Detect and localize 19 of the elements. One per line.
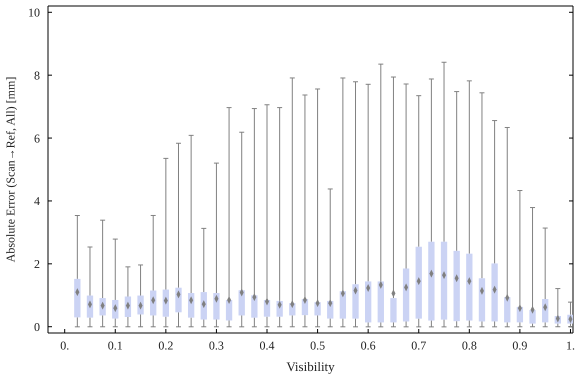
x-tick-label: 0.9 — [512, 338, 528, 353]
y-tick-label: 0 — [34, 320, 40, 334]
x-tick-label: 0.4 — [260, 338, 275, 353]
x-tick-label: 0.1 — [108, 338, 123, 353]
x-tick-label: 0.2 — [158, 338, 174, 353]
x-tick-label: 1. — [566, 338, 575, 353]
y-tick-label: 6 — [34, 131, 40, 146]
x-tick-label: 0.3 — [208, 338, 224, 353]
x-axis-title: Visibility — [286, 359, 336, 374]
x-tick-label: 0.5 — [310, 338, 326, 353]
x-tick-label: 0.7 — [411, 338, 426, 353]
y-tick-label: 4 — [34, 194, 40, 208]
x-tick-label: 0. — [60, 338, 70, 353]
y-tick-label: 8 — [34, 68, 40, 82]
x-tick-label: 0.6 — [360, 338, 376, 353]
y-tick-label: 2 — [34, 257, 40, 272]
y-axis-title: Absolute Error (Scan→Ref, All) [mm] — [3, 76, 18, 262]
x-tick-label: 0.8 — [462, 338, 477, 353]
y-tick-label: 10 — [28, 6, 40, 20]
